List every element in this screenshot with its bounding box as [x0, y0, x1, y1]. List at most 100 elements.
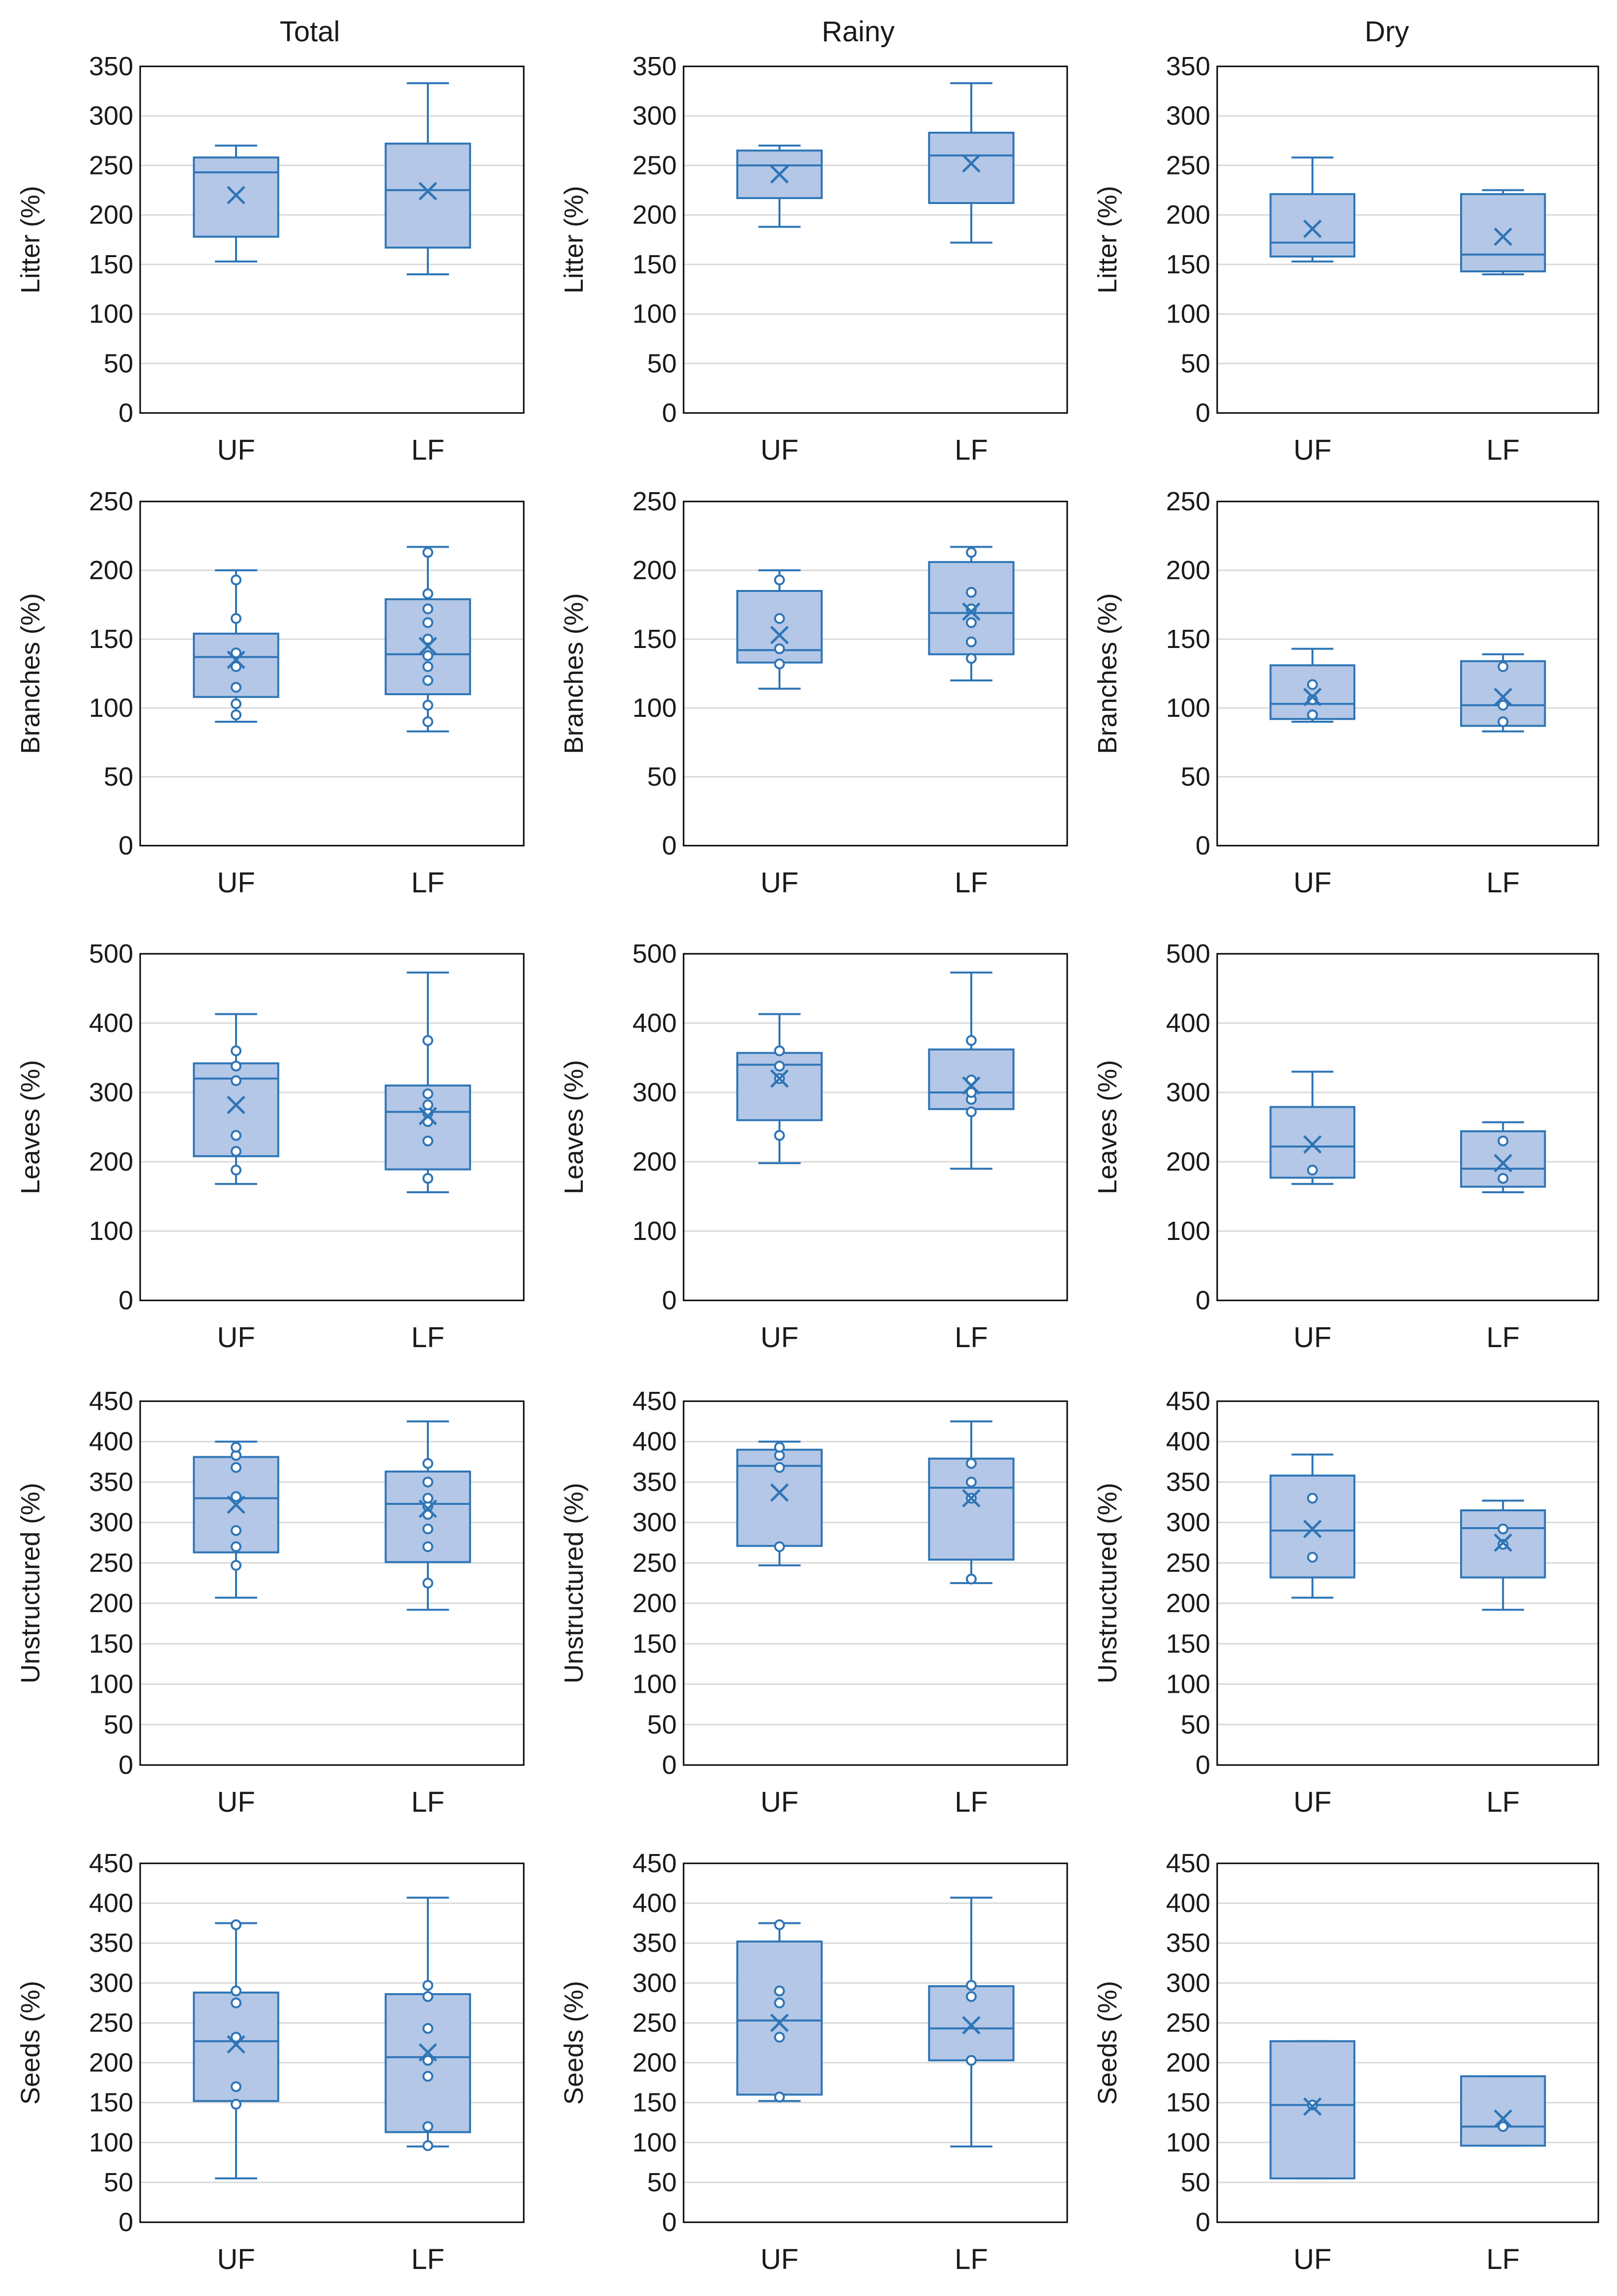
plot-frame [683, 500, 1068, 847]
data-point [422, 1578, 433, 1589]
mean-marker [227, 650, 245, 669]
box-iqr [385, 1993, 471, 2133]
box-lf [928, 971, 1015, 1170]
data-point [422, 675, 433, 686]
y-tick-label: 0 [1196, 398, 1210, 428]
y-axis-label: Branches (%) [16, 593, 45, 754]
y-tick-label: 200 [1166, 200, 1210, 230]
mean-marker [227, 1095, 245, 1115]
data-point [1307, 1552, 1318, 1563]
data-point [1497, 716, 1509, 727]
y-tick-label: 350 [632, 1928, 677, 1958]
data-point [422, 2071, 433, 2082]
data-point [774, 613, 785, 624]
panel-branches-rainy: 0 50 100 150 200 250 Branches (%) UF LF [559, 487, 1068, 899]
mean-marker [419, 2043, 437, 2062]
mean-marker [227, 1495, 245, 1514]
y-tick-label: 250 [89, 1548, 133, 1578]
panel-seeds-rainy: 0 50 100 150 200 250 300 350 400 450 Seeds (%) UF LF [559, 1849, 1068, 2275]
y-tick-label: 50 [647, 1710, 677, 1739]
y-tick-label: 200 [89, 2048, 133, 2078]
y-tick-label: 50 [104, 762, 133, 792]
data-point [422, 1088, 433, 1099]
y-tick-label: 400 [89, 1888, 133, 1918]
panel-seeds-total: 0 50 100 150 200 250 300 350 400 450 Seeds (%) UF LF [16, 1849, 525, 2275]
data-point [966, 1980, 977, 1991]
box-uf [736, 569, 823, 690]
y-axis-label: Seeds (%) [559, 1981, 589, 2105]
y-tick-label: 50 [647, 2168, 677, 2197]
data-point [774, 1442, 785, 1453]
data-point [774, 2091, 785, 2103]
data-point [422, 603, 433, 615]
y-tick-label: 300 [1166, 1078, 1210, 1107]
data-point [966, 1458, 977, 1469]
box-iqr [736, 149, 823, 199]
data-point [422, 588, 433, 599]
mean-marker [419, 1107, 437, 1125]
y-tick-label: 300 [89, 101, 133, 131]
y-tick-label: 400 [632, 1888, 677, 1918]
data-point [422, 617, 433, 628]
mean-marker [770, 1069, 789, 1088]
y-tick-label: 100 [1166, 2128, 1210, 2157]
data-point [774, 658, 785, 670]
data-point [1497, 2121, 1509, 2132]
y-tick-label: 300 [89, 1508, 133, 1537]
y-tick-label: 250 [1166, 2008, 1210, 2037]
data-point [966, 1991, 977, 2002]
x-category-label: UF [760, 1786, 798, 1818]
x-category-label: UF [1293, 867, 1331, 899]
mean-marker [770, 2013, 789, 2032]
mean-marker [1303, 1135, 1322, 1154]
data-point [1307, 709, 1318, 720]
y-tick-label: 400 [1166, 1008, 1210, 1038]
y-tick-label: 100 [1166, 299, 1210, 329]
y-tick-label: 150 [632, 250, 677, 279]
box-lf [928, 1420, 1015, 1585]
y-tick-label: 300 [1166, 1508, 1210, 1537]
data-point [231, 1045, 241, 1057]
plot-frame [1216, 500, 1599, 847]
box-lf [385, 546, 471, 733]
box-lf [1460, 2075, 1546, 2147]
y-tick-label: 200 [89, 1147, 133, 1177]
data-point [231, 1075, 241, 1087]
y-tick-label: 350 [1166, 1928, 1210, 1958]
data-point [231, 1491, 241, 1502]
y-tick-label: 350 [89, 1467, 133, 1497]
y-tick-label: 500 [1166, 939, 1210, 969]
data-point [231, 1919, 241, 1930]
y-axis-label: Unstructured (%) [559, 1483, 589, 1683]
data-point [422, 1458, 433, 1469]
y-tick-label: 200 [1166, 2048, 1210, 2078]
y-axis-label: Seeds (%) [16, 1981, 45, 2105]
y-tick-label: 250 [632, 150, 677, 180]
y-tick-label: 50 [647, 349, 677, 378]
x-category-label: LF [1486, 867, 1520, 899]
data-point [966, 2055, 977, 2066]
panel-leaves-total: 0 100 200 300 400 500 Leaves (%) UF LF [16, 939, 525, 1354]
data-point [966, 547, 977, 558]
x-category-label: UF [217, 1786, 255, 1818]
y-tick-label: 0 [119, 398, 133, 428]
column-title-dry: Dry [1365, 16, 1409, 48]
x-category-label: LF [955, 434, 988, 466]
plot-frame [1216, 953, 1599, 1301]
data-point [231, 682, 241, 693]
panel-unstructured-total: 0 50 100 150 200 250 300 350 400 450 Unstructured … [16, 1386, 525, 1818]
y-tick-label: 350 [89, 1928, 133, 1958]
y-tick-label: 0 [662, 398, 677, 428]
y-tick-label: 450 [632, 1386, 677, 1416]
y-tick-label: 150 [1166, 1629, 1210, 1658]
y-tick-label: 400 [632, 1008, 677, 1038]
y-tick-label: 250 [1166, 1548, 1210, 1578]
box-lf [385, 971, 471, 1194]
y-tick-label: 150 [1166, 2088, 1210, 2118]
data-point [231, 2031, 241, 2043]
data-point [231, 1997, 241, 2008]
y-tick-label: 400 [1166, 1427, 1210, 1456]
y-tick-label: 200 [632, 556, 677, 585]
data-point [422, 1135, 433, 1147]
y-axis-label: Leaves (%) [559, 1060, 589, 1194]
